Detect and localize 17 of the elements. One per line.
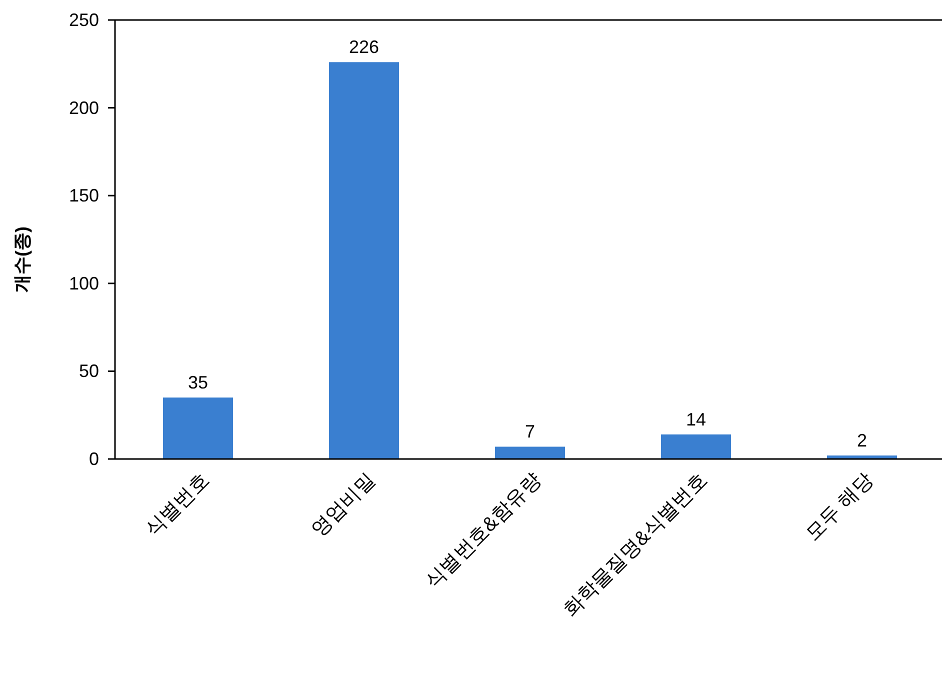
data-label: 226 [348, 37, 380, 58]
data-label: 35 [188, 372, 208, 393]
data-label: 14 [686, 409, 706, 430]
y-tick-label: 250 [68, 10, 99, 30]
bar [495, 446, 565, 459]
y-tick-label: 200 [68, 98, 99, 118]
y-tick-label: 150 [68, 186, 99, 206]
y-tick-label: 100 [68, 273, 99, 294]
y-tick-label: 50 [78, 361, 99, 382]
bar [329, 62, 399, 459]
y-axis-title: 개수(종) [12, 226, 32, 292]
bar [163, 398, 233, 459]
x-tick-label: 모두 해당 [801, 468, 878, 546]
data-label: 2 [856, 430, 868, 450]
y-tick-label: 0 [88, 449, 99, 469]
data-label: 7 [524, 422, 536, 442]
bar [661, 434, 731, 459]
